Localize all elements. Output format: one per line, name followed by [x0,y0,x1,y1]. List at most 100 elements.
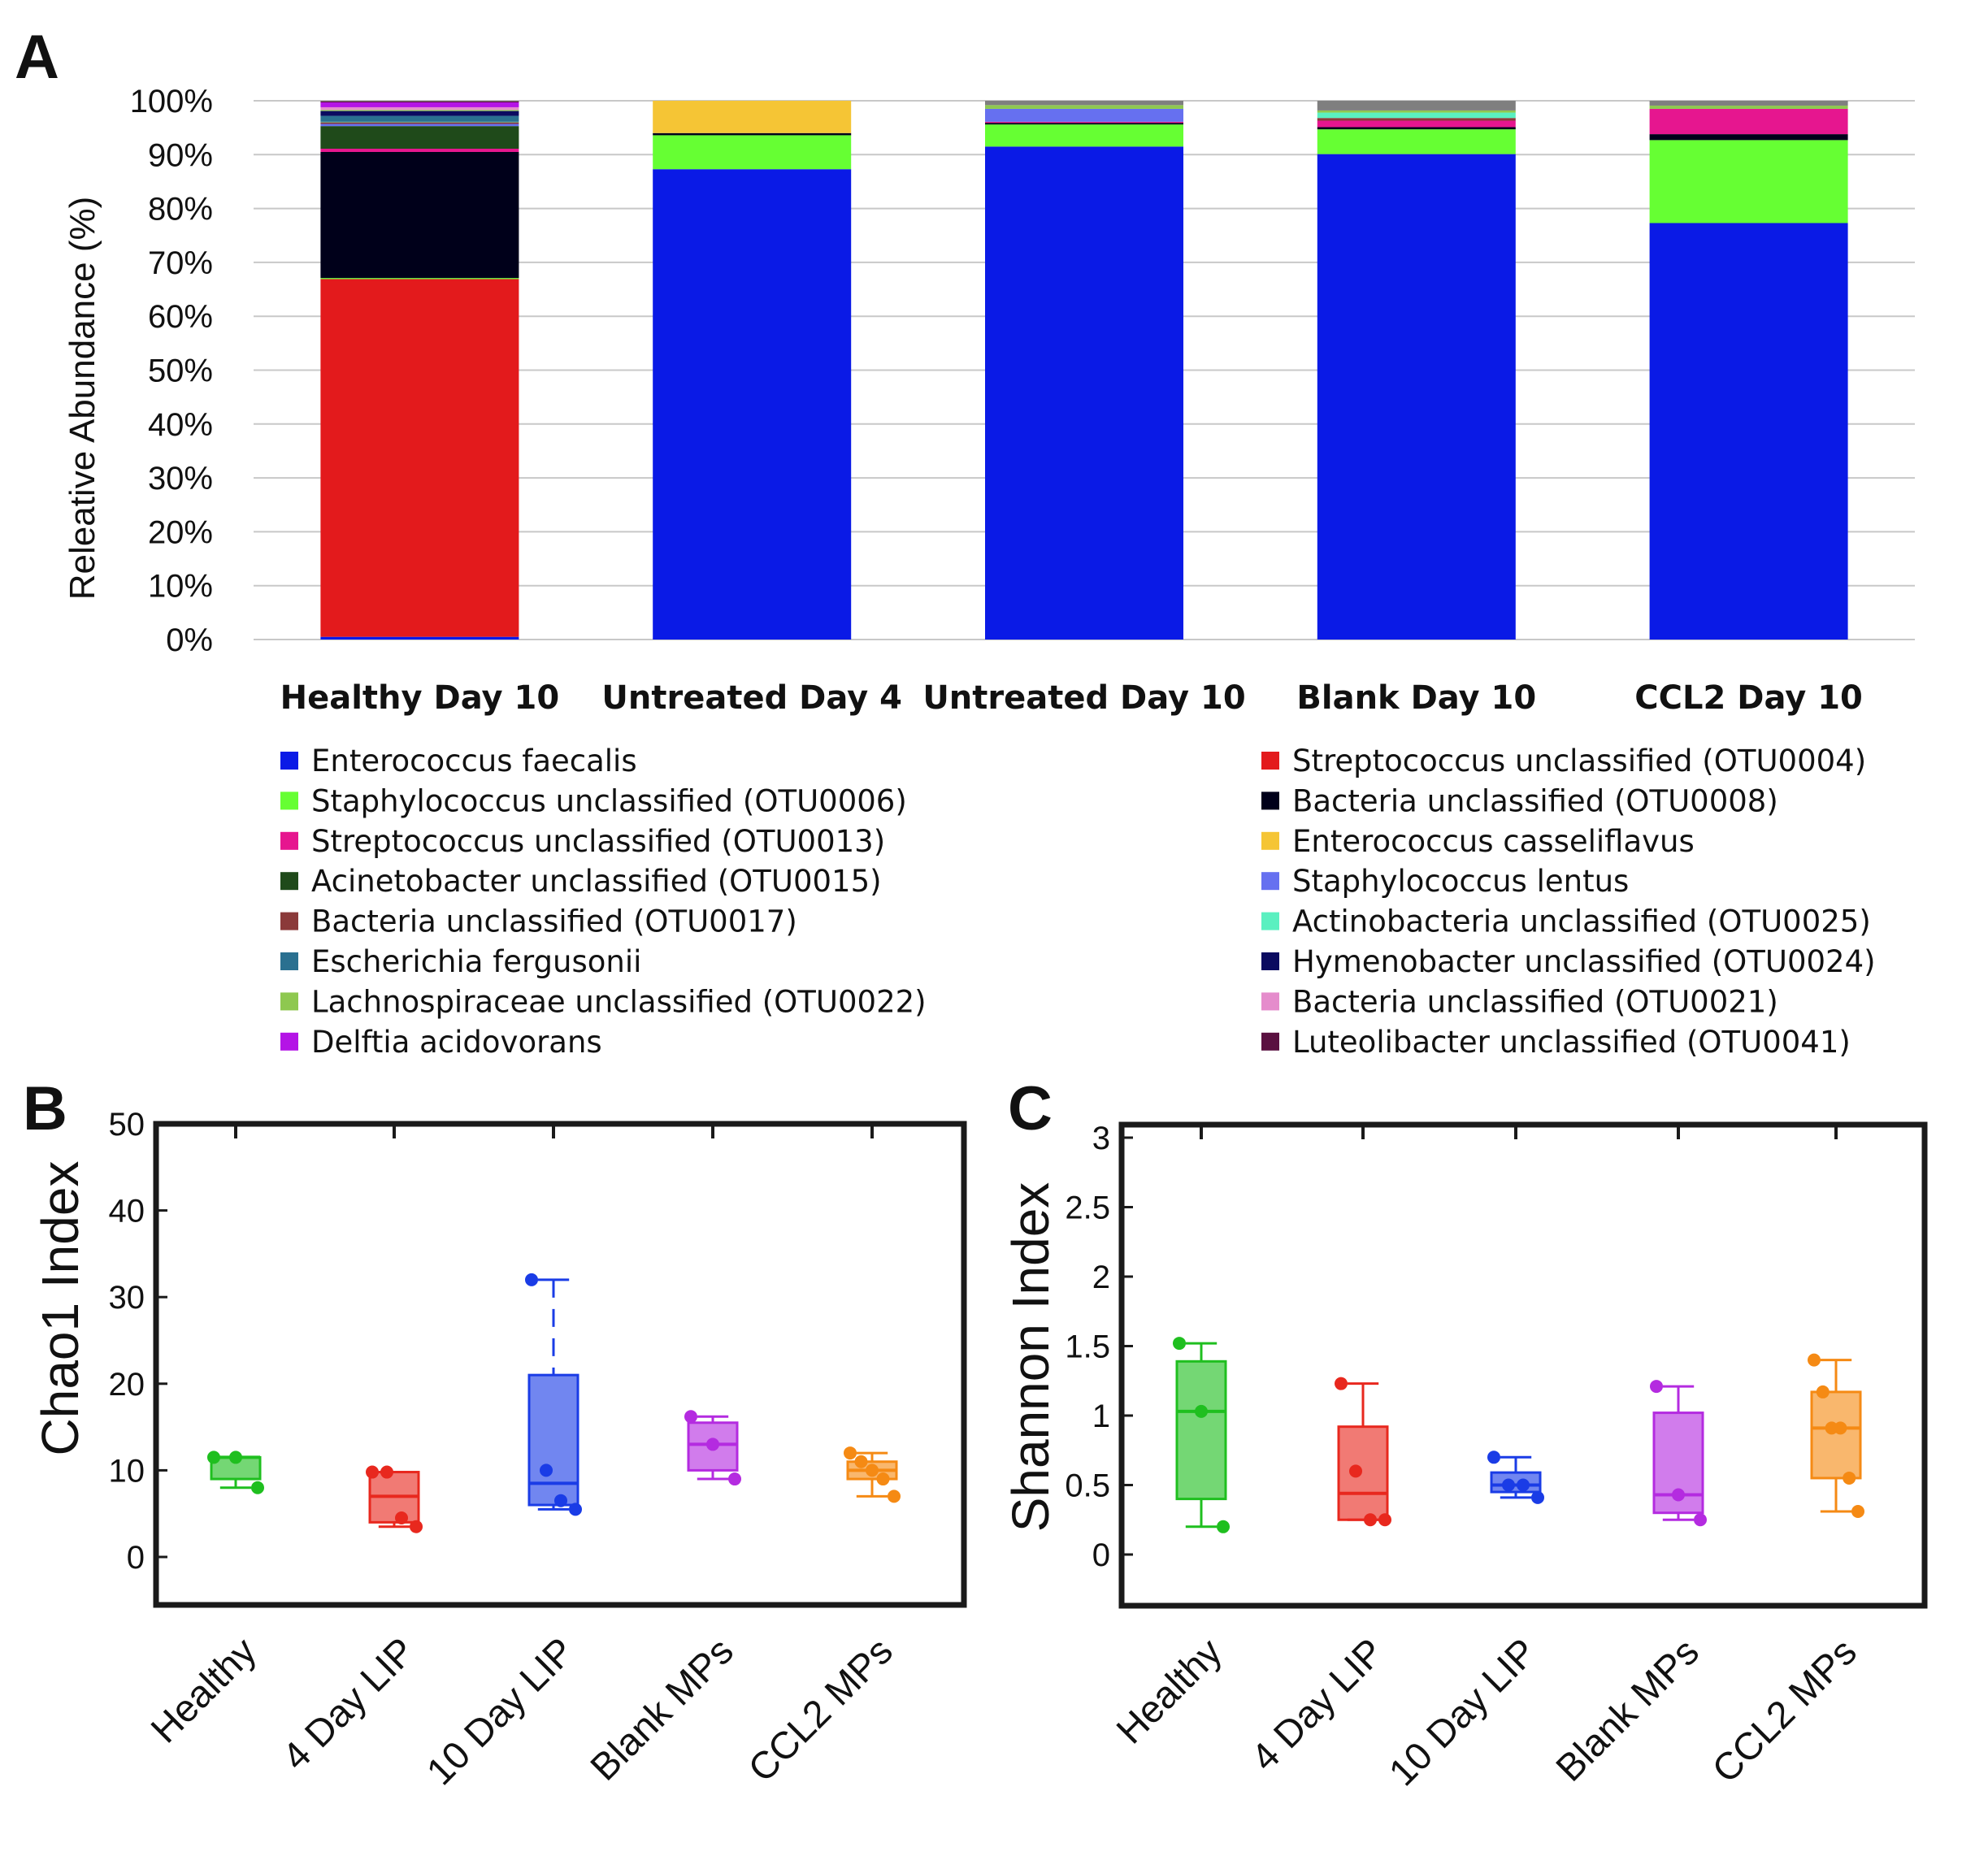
legend-swatch [280,791,298,810]
y-tick-label-a: 40% [148,407,213,443]
bar-segment [320,126,519,150]
bar-segment [985,105,1183,109]
data-point [1851,1504,1864,1518]
y-axis-title-b: Chao1 Index [31,1161,89,1456]
legend-swatch [280,912,298,930]
bar-segment [320,106,519,111]
bar-segment [1317,154,1516,640]
data-point [876,1472,890,1486]
legend-label: Enterococcus casseliflavus [1292,824,1695,859]
data-point [1517,1478,1530,1492]
legend-swatch [280,752,298,770]
legend-label: Lachnospiraceae unclassified (OTU0022) [311,984,927,1019]
y-tick-label-b: 0 [127,1540,145,1576]
data-point [540,1464,553,1477]
data-point [1502,1478,1515,1492]
y-tick-label-a: 90% [148,137,213,173]
legend-a: Enterococcus faecalis Streptococcus uncla… [280,744,1876,1060]
legend-swatch [1261,752,1279,770]
bar-segment [653,101,852,133]
data-point [1335,1377,1348,1390]
y-tick-label-a: 60% [148,299,213,335]
plot-frame-b [153,1121,967,1608]
legend-swatch [1261,952,1279,970]
legend-swatch [280,952,298,970]
y-tick-label-b: 50 [109,1107,145,1143]
legend-swatch [1261,912,1279,930]
legend-label: Delftia acidovorans [311,1025,602,1060]
data-point [525,1273,538,1286]
bar-segment [320,279,519,637]
legend-swatch [280,872,298,891]
legend-label: Streptococcus unclassified (OTU0004) [1292,744,1866,778]
y-tick-label-c: 0.5 [1065,1468,1110,1504]
x-tick-label-b: Healthy [142,1628,265,1751]
bar-segment [1649,223,1848,640]
legend-label: Bacteria unclassified (OTU0021) [1292,984,1778,1019]
bar-segment [1317,127,1516,130]
data-point [395,1511,408,1525]
y-ticks-a: 0% 10% 20% 30% 40% 50% 60% 70% 80% 90% 100% [130,84,213,658]
data-point [366,1465,379,1479]
data-point [1349,1464,1362,1478]
data-point [410,1520,423,1533]
data-point [844,1446,857,1460]
x-tick-label-c: 4 Day LIP [1243,1630,1391,1779]
category-label-a: Healthy Day 10 [280,679,560,717]
bar-segment [985,124,1183,147]
data-point [1672,1488,1685,1502]
legend-label: Bacteria unclassified (OTU0008) [1292,783,1778,818]
y-tick-label-a: 50% [148,353,213,389]
y-tick-label-a: 10% [148,569,213,605]
bar-segment [320,151,519,279]
bar-segment [985,121,1183,124]
data-point [684,1410,697,1424]
data-point [569,1503,582,1516]
bar-segment [1317,101,1516,111]
box [687,1421,739,1472]
bar-segment [1649,101,1848,106]
bar-segment [320,121,519,123]
y-tick-label-a: 100% [130,84,213,119]
bar-segment [1317,112,1516,119]
data-point [1650,1380,1663,1394]
data-point [554,1494,567,1507]
box [527,1373,579,1507]
legend-swatch [1261,831,1279,850]
bar-segment [1649,140,1848,223]
data-point [1808,1353,1821,1367]
legend-swatch [1261,1032,1279,1051]
bar-segment [985,146,1183,640]
y-tick-label-c: 0 [1092,1537,1110,1573]
data-point [1195,1404,1208,1418]
legend-swatch [1261,872,1279,891]
bar-segment [320,122,519,124]
x-tick-label-c: CCL2 MPs [1704,1630,1864,1791]
category-labels-a: Healthy Day 10 Untreated Day 4 Untreated D… [280,679,1863,717]
bar-segment [1317,129,1516,154]
data-point [251,1481,264,1494]
panel-letter-a: A [15,23,59,92]
y-tick-label-a: 20% [148,514,213,550]
y-tick-label-b: 30 [109,1280,145,1316]
panel-letter-b: B [23,1074,67,1143]
y-tick-label-b: 40 [109,1194,145,1229]
legend-swatch [280,831,298,850]
x-tick-label-b: 4 Day LIP [274,1629,423,1778]
legend-swatch [1261,791,1279,810]
x-tick-label-b: CCL2 MPs [740,1629,901,1790]
bar-segment [320,149,519,152]
y-tick-label-a: 80% [148,192,213,228]
x-tick-label-b: 10 Day LIP [418,1629,582,1793]
panel-letter-c: C [1008,1074,1053,1143]
legend-label: Acinetobacter unclassified (OTU0015) [311,864,882,899]
bar-segment [653,132,852,136]
bar-segment [985,101,1183,106]
y-tick-label-b: 10 [109,1453,145,1489]
bar-segment [320,278,519,280]
data-point [1531,1490,1544,1504]
legend-label: Staphylococcus lentus [1292,864,1629,899]
legend-label: Bacteria unclassified (OTU0017) [311,904,797,939]
